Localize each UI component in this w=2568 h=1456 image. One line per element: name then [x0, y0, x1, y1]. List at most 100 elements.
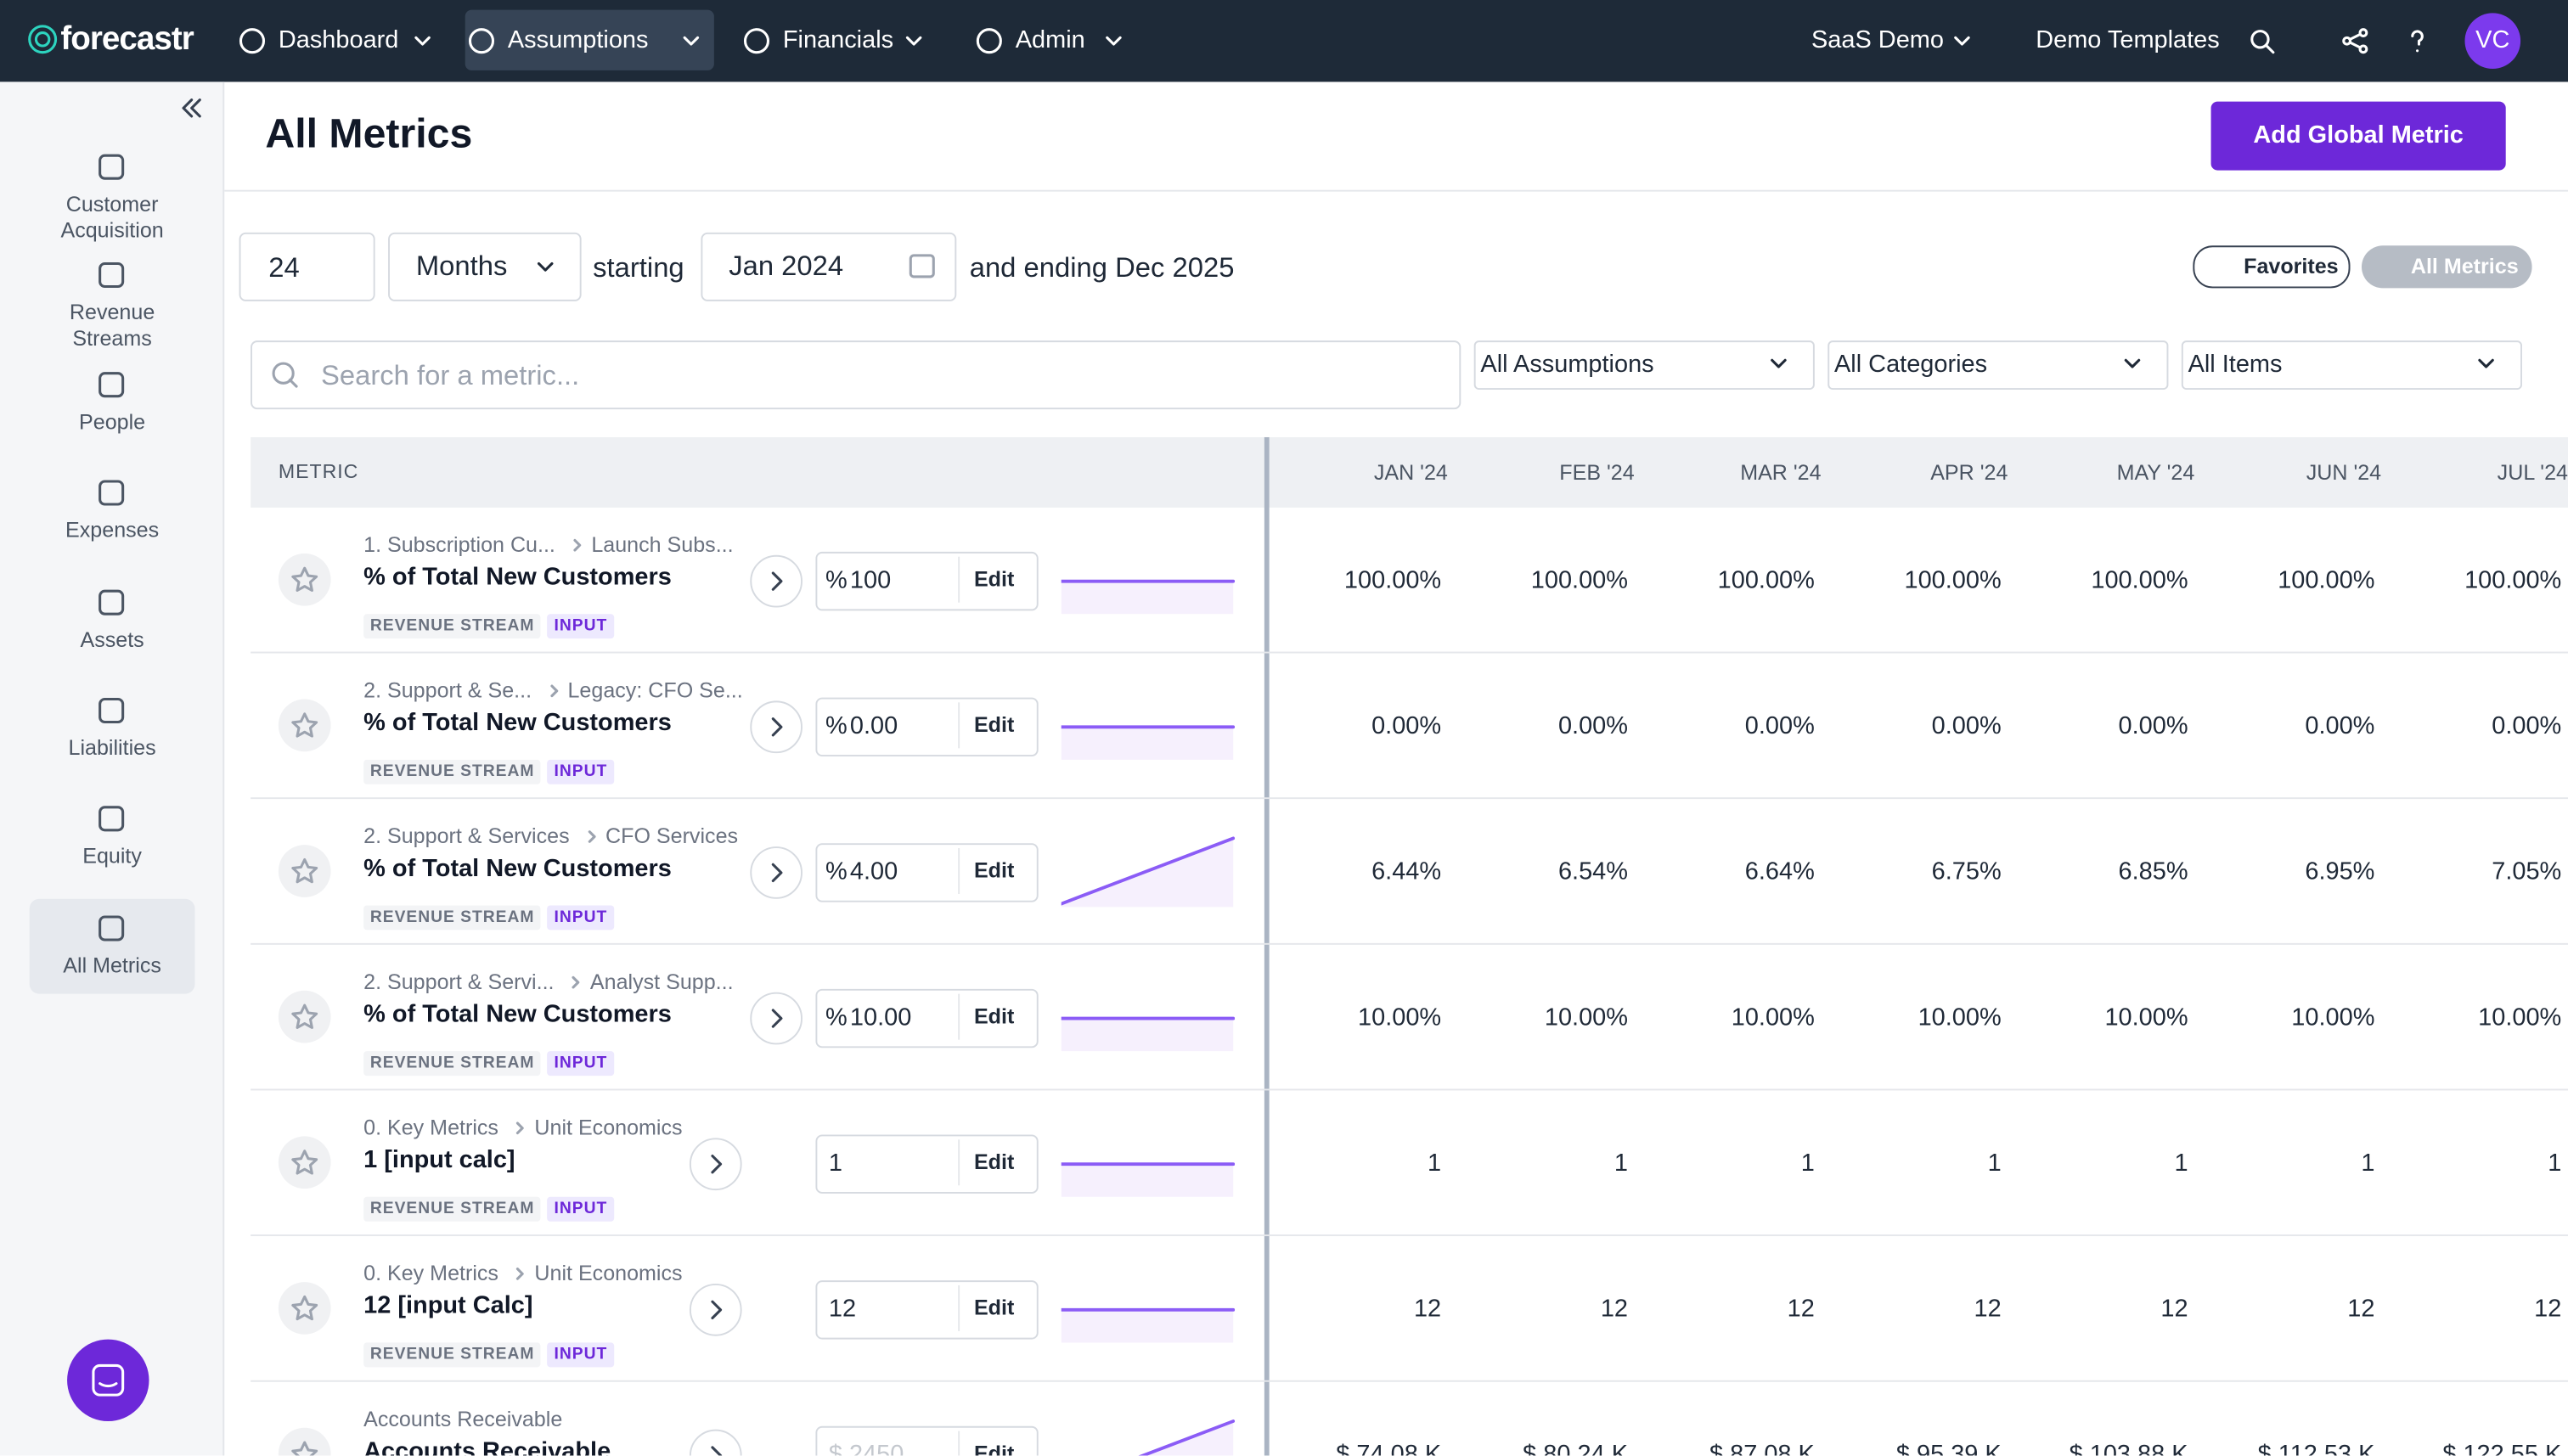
tag: INPUT — [547, 759, 614, 784]
row-divider — [251, 651, 2568, 654]
cell-value: 1 — [2361, 1149, 2375, 1178]
sidebar-item[interactable]: All Metrics — [29, 898, 195, 994]
edit-button[interactable]: Edit — [958, 847, 1028, 894]
edit-button[interactable]: Edit — [958, 556, 1028, 603]
value-input[interactable] — [815, 1425, 1039, 1456]
cell-value: $ 95.39 K — [1895, 1441, 2002, 1456]
chat-launcher[interactable] — [67, 1339, 149, 1421]
breadcrumb: CFO Services — [605, 824, 739, 848]
period-input[interactable]: 24 — [239, 232, 375, 301]
favorites-label: Favorites — [2244, 253, 2339, 278]
cell-value: $ 112.53 K — [2257, 1441, 2375, 1456]
cell-value: 1 — [1613, 1149, 1628, 1178]
icon — [2116, 347, 2149, 380]
icon — [2401, 25, 2434, 58]
open-arrow[interactable] — [689, 1283, 742, 1336]
cell-value: 100.00% — [1904, 566, 2002, 595]
value-input[interactable] — [815, 551, 1039, 611]
nav-item[interactable]: Dashboard — [236, 10, 446, 70]
templates[interactable]: Demo Templates — [2036, 25, 2220, 54]
favorite-star[interactable] — [278, 990, 331, 1043]
cell-value: 0.00% — [2118, 711, 2188, 740]
edit-button[interactable]: Edit — [958, 1431, 1028, 1456]
nav-item[interactable]: Financials — [741, 10, 937, 70]
favorites-toggle[interactable]: Favorites — [2193, 245, 2351, 289]
tags: REVENUE STREAM INPUT — [363, 755, 621, 784]
open-arrow[interactable] — [689, 1138, 742, 1191]
table-header — [251, 436, 2568, 508]
sidebar-item[interactable]: Customer Acquisition — [30, 138, 195, 242]
breadcrumb: Launch Subs... — [591, 531, 734, 557]
sidebar-item[interactable]: Assets — [30, 572, 195, 671]
value-input[interactable] — [815, 843, 1039, 902]
start-value: Jan 2024 — [729, 250, 844, 282]
logo: forecastr — [60, 21, 194, 58]
sidebar-label: Revenue Streams — [69, 300, 155, 351]
tag: REVENUE STREAM — [363, 1342, 542, 1368]
edit-button[interactable]: Edit — [958, 1139, 1028, 1186]
cell-value: 0.00% — [1371, 711, 1442, 740]
cell-value: 6.64% — [1744, 857, 1815, 886]
value-input[interactable] — [815, 1134, 1039, 1194]
avatar[interactable]: VC — [2464, 13, 2521, 69]
input-value: 12 — [828, 1295, 857, 1324]
value-input[interactable] — [815, 1280, 1039, 1340]
favorite-star[interactable] — [278, 1136, 331, 1189]
value-input[interactable] — [815, 988, 1039, 1048]
filter-select[interactable] — [2181, 340, 2522, 390]
icon — [95, 477, 128, 510]
icon — [760, 711, 793, 744]
cell-value: 100.00% — [1530, 566, 1628, 595]
icon — [1059, 1123, 1236, 1202]
favorite-star[interactable] — [278, 1282, 331, 1335]
edit-button[interactable]: Edit — [958, 1285, 1028, 1331]
column-header: JAN '24 — [1373, 459, 1448, 485]
edit-button[interactable]: Edit — [958, 702, 1028, 749]
open-arrow[interactable] — [750, 554, 802, 608]
nav-item[interactable]: Assumptions — [465, 9, 714, 70]
favorite-star[interactable] — [278, 845, 331, 897]
breadcrumb: Analyst Supp... — [589, 969, 734, 994]
icon — [288, 1437, 321, 1456]
cell-value: 0.00% — [1931, 711, 2002, 740]
icon — [898, 25, 931, 58]
filter-select[interactable] — [1827, 340, 2169, 390]
filter-select[interactable] — [1473, 340, 1815, 390]
tag: REVENUE STREAM — [363, 905, 542, 930]
sidebar-item[interactable]: Liabilities — [30, 681, 195, 779]
icon — [2339, 25, 2372, 58]
open-arrow[interactable] — [750, 992, 802, 1045]
favorite-star[interactable] — [278, 699, 331, 752]
row-divider — [251, 1380, 2568, 1382]
start-date[interactable] — [701, 232, 957, 301]
icon — [544, 679, 560, 699]
cell-value: 10.00% — [1731, 1003, 1815, 1032]
open-arrow[interactable] — [750, 700, 802, 754]
unit: % — [825, 1003, 848, 1032]
icon — [741, 25, 774, 58]
company[interactable]: SaaS Demo — [1811, 25, 1944, 54]
column-header: JUL '24 — [2497, 459, 2568, 485]
favorite-star[interactable] — [278, 553, 331, 606]
sidebar-item[interactable]: Revenue Streams — [30, 246, 195, 351]
search-placeholder: Search for a metric... — [320, 360, 580, 391]
sidebar-item[interactable]: Expenses — [30, 464, 195, 562]
nav-label: Dashboard — [278, 25, 399, 54]
sidebar-item[interactable]: Equity — [30, 790, 195, 888]
unit-select[interactable] — [388, 232, 582, 301]
tag: REVENUE STREAM — [363, 759, 542, 784]
cell-value: 10.00% — [1544, 1003, 1628, 1032]
tag: INPUT — [547, 1051, 614, 1077]
value-input[interactable] — [815, 697, 1039, 756]
nav-item[interactable]: Admin — [973, 10, 1137, 70]
add-metric-button[interactable]: Add Global Metric — [2210, 101, 2506, 171]
sidebar-label: People — [79, 408, 146, 434]
metric-header: METRIC — [278, 459, 359, 483]
icon — [583, 825, 599, 845]
edit-button[interactable]: Edit — [958, 993, 1028, 1040]
metric-name: % of Total New Customers — [363, 1000, 672, 1029]
sidebar-item[interactable]: People — [30, 355, 195, 453]
open-arrow[interactable] — [750, 846, 802, 899]
search-box[interactable] — [251, 340, 1461, 410]
all-metrics-toggle[interactable]: All Metrics — [2361, 245, 2532, 289]
